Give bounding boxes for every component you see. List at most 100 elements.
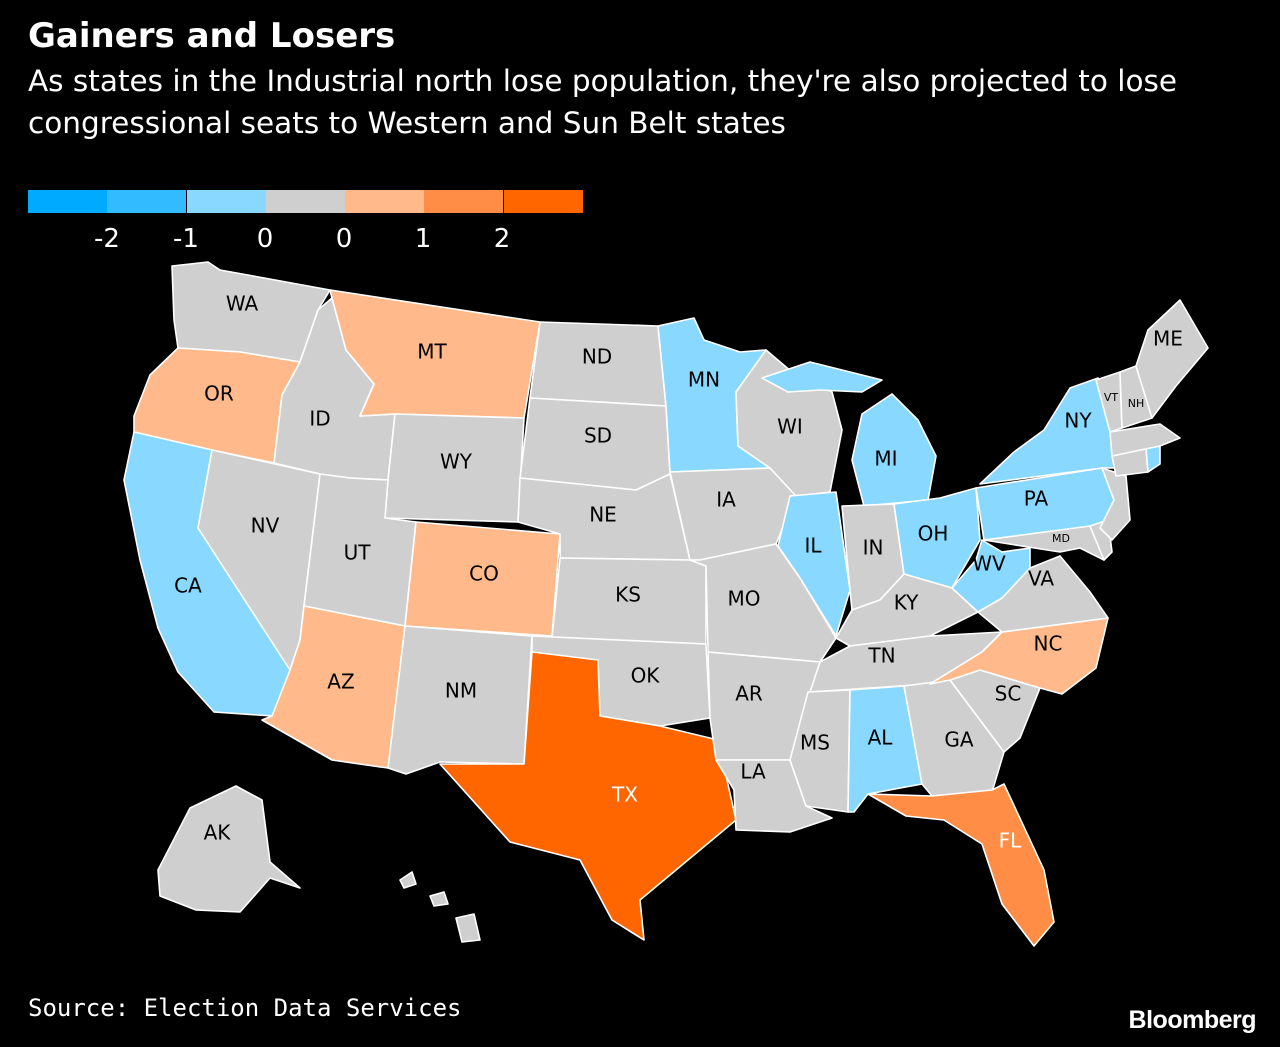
state-label-mi: MI [874,447,897,471]
state-ri [1145,445,1161,473]
state-label-ky: KY [894,591,919,615]
bloomberg-logo: Bloomberg [1128,1006,1257,1034]
state-label-nc: NC [1034,632,1063,656]
state-label-wv: WV [972,552,1006,576]
state-nj [1099,467,1131,541]
state-label-mt: MT [417,340,447,364]
state-ma [1109,423,1181,457]
state-shape-ks [551,557,707,645]
legend-swatch-plus-3 [503,190,583,213]
state-md [983,525,1105,561]
state-label-mo: MO [728,587,761,611]
state-label-nh: NH [1128,397,1145,410]
state-label-oh: OH [918,522,949,546]
legend-color-bar [28,190,583,213]
state-shape-mt [329,289,541,419]
state-label-ak: AK [204,821,232,845]
state-label-mn: MN [688,368,720,392]
state-shape-wy [384,413,525,523]
map-subtitle: As states in the Industrial north lose p… [28,64,1178,140]
state-shape-ak [157,785,301,913]
state-me [1135,299,1209,419]
state-label-tn: TN [867,644,895,668]
legend-tick-plus-2: 2 [493,224,511,254]
state-ms [789,689,851,813]
map-title: Gainers and Losers [28,16,396,56]
state-ks [551,557,707,645]
state-label-in: IN [863,536,884,560]
state-label-id: ID [309,407,330,431]
state-fl [867,783,1055,947]
legend-tick-0-b: 0 [335,224,353,254]
state-label-md: MD [1052,532,1070,545]
state-label-co: CO [469,562,499,586]
state-label-az: AZ [327,670,354,694]
legend-swatch-0-loss [186,190,266,213]
state-shape-ny [979,377,1133,485]
state-label-ia: IA [716,488,736,512]
state-shape-hi [455,913,481,943]
state-shape-ms [789,689,851,813]
legend-swatch-plus-2 [424,190,504,213]
state-shape-ma [1109,423,1181,457]
state-label-nd: ND [582,345,612,369]
state-label-nv: NV [251,514,280,538]
state-shape-hi [399,871,417,889]
color-legend: -2 -1 0 0 1 2 [28,190,583,254]
state-shape-mi [851,393,937,507]
state-label-wi: WI [777,415,803,439]
state-ak [157,785,301,913]
state-label-la: LA [740,760,766,784]
state-hi [399,871,481,943]
state-wy [384,413,525,523]
state-shape-nj [1099,467,1131,541]
state-ny [979,377,1133,485]
state-shape-me [1135,299,1209,419]
legend-tick-0-a: 0 [256,224,274,254]
state-mt [329,289,541,419]
state-tx [439,651,737,941]
state-label-tx: TX [611,783,638,807]
legend-tick-minus-1: -1 [173,224,199,254]
state-label-il: IL [804,534,822,558]
state-label-ut: UT [344,541,372,565]
state-shape-tx [439,651,737,941]
state-shape-il [777,491,851,637]
state-label-fl: FL [999,829,1023,853]
legend-swatch-minus-2 [28,190,107,213]
state-shape-mi [761,361,883,393]
state-shape-nc [929,617,1109,695]
state-nc [929,617,1109,695]
state-label-pa: PA [1024,487,1049,511]
state-label-ar: AR [735,682,763,706]
state-label-ms: MS [800,731,830,755]
legend-swatch-0-neutral [265,190,345,213]
state-label-sc: SC [995,682,1022,706]
state-label-ga: GA [944,728,973,752]
state-mi [761,361,937,507]
legend-tick-plus-1: 1 [414,224,432,254]
state-shape-md [983,525,1105,561]
state-label-or: OR [204,382,234,406]
state-label-wy: WY [440,450,473,474]
state-label-nm: NM [445,679,477,703]
state-label-al: AL [868,726,894,750]
state-shape-ri [1145,445,1161,473]
state-label-va: VA [1028,567,1054,591]
legend-tick-minus-2: -2 [94,224,120,254]
source-note: Source: Election Data Services [28,994,462,1022]
state-label-wa: WA [226,292,259,316]
state-label-me: ME [1153,327,1183,351]
state-shape-fl [867,783,1055,947]
state-il [777,491,851,637]
state-label-vt: VT [1104,391,1119,404]
state-label-ks: KS [615,583,641,607]
legend-swatch-plus-1 [345,190,424,213]
state-label-sd: SD [584,424,612,448]
state-label-ne: NE [589,503,617,527]
state-label-ny: NY [1064,409,1092,433]
state-shape-hi [429,891,449,907]
state-label-ok: OK [631,664,661,688]
legend-swatch-minus-1 [107,190,187,213]
